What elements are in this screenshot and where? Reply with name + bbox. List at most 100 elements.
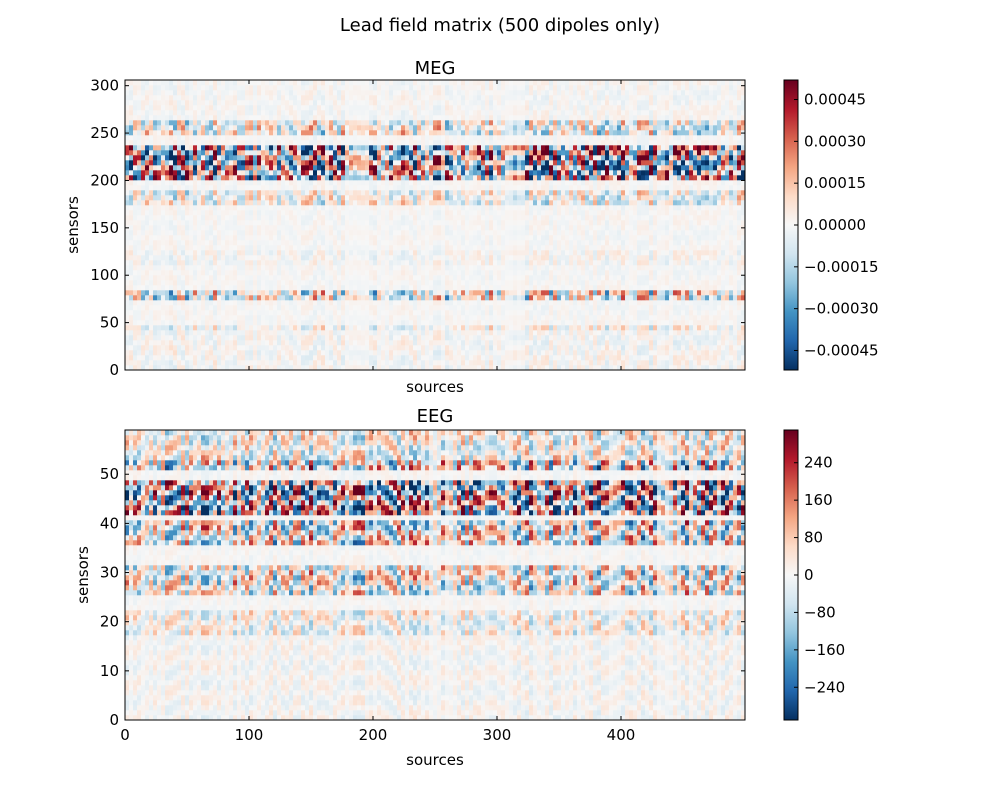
meg-heatmap-cell [653,255,658,261]
meg-heatmap-cell [445,260,450,266]
meg-heatmap-cell [357,330,362,336]
meg-heatmap-cell [217,310,222,316]
meg-heatmap-cell [457,305,462,311]
meg-heatmap-cell [637,360,642,366]
meg-heatmap-cell [389,255,394,261]
meg-heatmap-cell [481,250,486,256]
meg-heatmap-cell [281,355,286,361]
meg-heatmap-cell [629,300,634,306]
meg-heatmap-cell [545,330,550,336]
meg-heatmap-cell [533,280,538,286]
meg-heatmap-cell [713,310,718,316]
meg-heatmap-cell [625,210,630,216]
meg-heatmap-cell [141,230,146,236]
meg-heatmap-cell [401,365,406,371]
meg-heatmap-cell [585,310,590,316]
meg-heatmap-cell [421,220,426,226]
meg-heatmap-cell [525,245,530,251]
meg-heatmap-cell [401,360,406,366]
meg-heatmap-cell [697,250,702,256]
meg-heatmap-cell [133,225,138,231]
meg-heatmap-cell [725,325,730,331]
meg-heatmap-cell [149,310,154,316]
meg-heatmap-cell [741,245,746,251]
meg-heatmap-cell [317,355,322,361]
meg-heatmap-cell [277,325,282,331]
meg-heatmap-cell [581,320,586,326]
meg-heatmap-cell [717,230,722,236]
meg-heatmap-cell [405,230,410,236]
meg-heatmap-cell [477,290,482,296]
meg-heatmap-cell [141,205,146,211]
meg-heatmap-cell [669,335,674,341]
meg-heatmap-cell [181,220,186,226]
meg-heatmap-cell [141,270,146,276]
meg-heatmap-cell [353,265,358,271]
meg-heatmap-cell [493,290,498,296]
meg-heatmap-cell [509,220,514,226]
meg-heatmap-cell [173,260,178,266]
meg-heatmap-cell [605,355,610,361]
meg-heatmap-cell [569,295,574,301]
meg-heatmap-cell [389,290,394,296]
meg-heatmap-cell [189,240,194,246]
meg-heatmap-cell [129,350,134,356]
meg-heatmap-cell [457,330,462,336]
meg-heatmap-cell [301,290,306,296]
meg-heatmap-cell [565,215,570,221]
meg-heatmap-cell [149,320,154,326]
meg-heatmap-cell [561,280,566,286]
meg-heatmap-cell [285,275,290,281]
meg-heatmap-cell [505,230,510,236]
meg-heatmap-cell [489,265,494,271]
meg-heatmap-cell [737,305,742,311]
meg-heatmap-cell [497,355,502,361]
meg-heatmap-cell [685,230,690,236]
meg-heatmap-cell [233,255,238,261]
meg-heatmap-cell [149,260,154,266]
meg-heatmap-cell [481,305,486,311]
meg-heatmap-cell [553,270,558,276]
meg-heatmap-cell [245,215,250,221]
meg-heatmap-cell [445,220,450,226]
meg-heatmap-cell [509,350,514,356]
meg-heatmap-cell [681,265,686,271]
meg-heatmap-cell [197,350,202,356]
meg-heatmap-cell [249,300,254,306]
meg-heatmap-cell [569,330,574,336]
meg-heatmap-cell [713,295,718,301]
meg-heatmap-cell [609,315,614,321]
meg-heatmap-cell [533,345,538,351]
meg-heatmap-cell [373,340,378,346]
meg-heatmap-cell [225,250,230,256]
meg-heatmap-cell [185,215,190,221]
meg-heatmap-cell [469,285,474,291]
meg-heatmap-cell [217,240,222,246]
meg-heatmap-cell [685,355,690,361]
meg-heatmap-cell [465,325,470,331]
meg-heatmap-cell [669,325,674,331]
meg-heatmap-cell [617,335,622,341]
meg-heatmap-cell [681,355,686,361]
meg-heatmap-cell [705,260,710,266]
meg-heatmap-cell [413,350,418,356]
meg-heatmap-cell [341,350,346,356]
meg-heatmap-cell [693,300,698,306]
meg-heatmap-cell [437,315,442,321]
meg-heatmap-cell [465,240,470,246]
meg-heatmap-cell [633,290,638,296]
meg-heatmap-cell [241,265,246,271]
meg-heatmap-cell [693,305,698,311]
meg-heatmap-cell [549,290,554,296]
meg-heatmap-cell [129,240,134,246]
meg-heatmap-cell [377,295,382,301]
meg-heatmap-cell [557,215,562,221]
meg-heatmap-cell [529,210,534,216]
meg-heatmap-cell [505,245,510,251]
meg-heatmap-cell [261,315,266,321]
meg-heatmap-cell [221,300,226,306]
meg-heatmap-cell [429,255,434,261]
meg-heatmap-cell [337,315,342,321]
meg-heatmap-cell [429,290,434,296]
meg-heatmap-cell [465,280,470,286]
